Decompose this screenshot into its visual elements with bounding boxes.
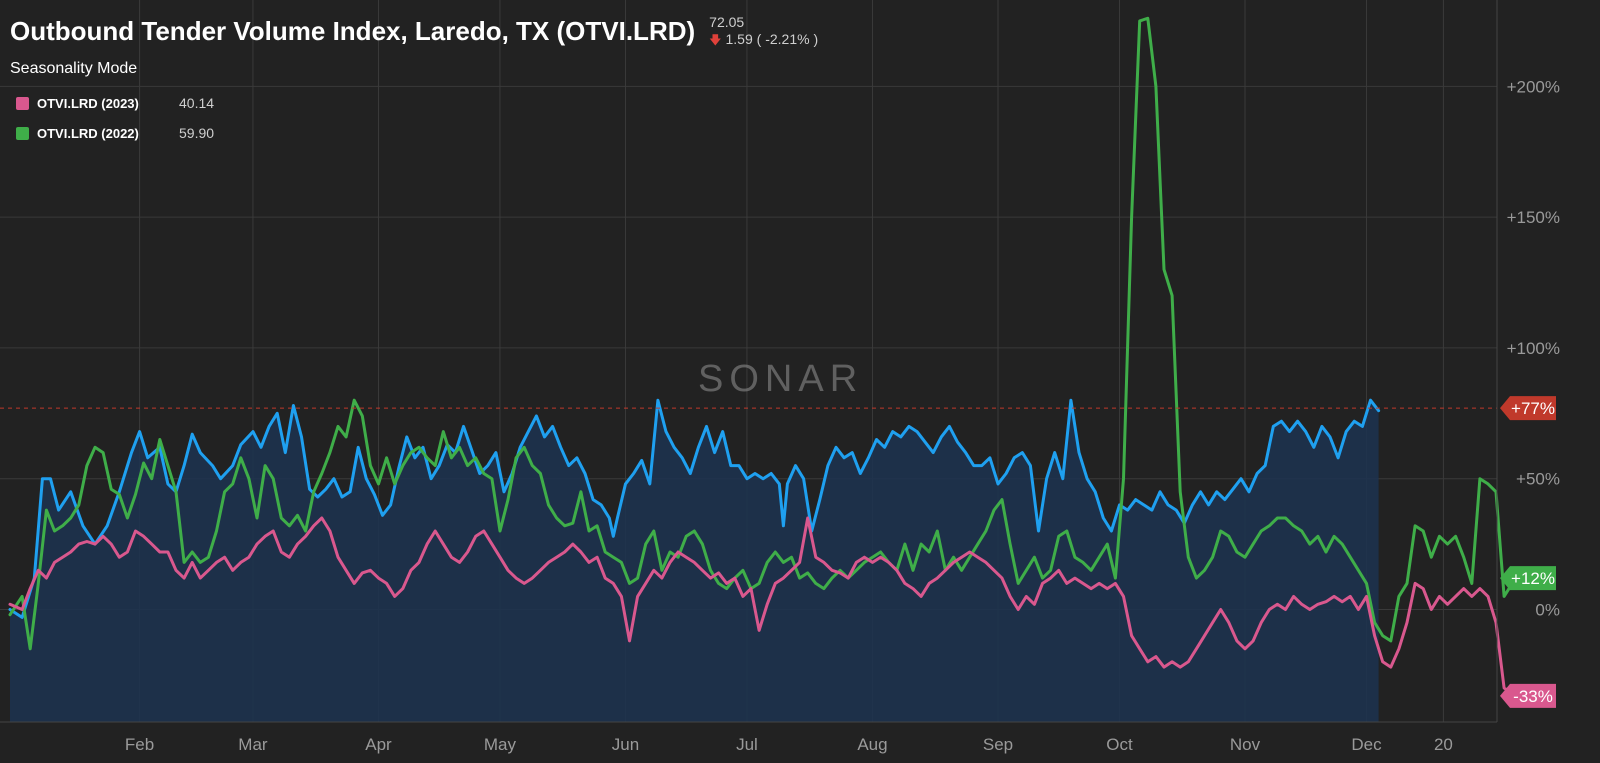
end-label-bg [1500,396,1556,421]
legend-value-2023: 40.14 [179,95,215,111]
quote-block: 72.05 🡇 1.59 ( -2.21% ) [709,14,818,49]
end-label-bg [1500,683,1556,708]
series-layer [8,16,1522,698]
end-label-tag: +77% [1500,396,1556,421]
legend-swatch-2023 [16,96,29,110]
series-line-2022 [8,16,1522,651]
y-tick-label: 0% [1535,601,1560,620]
x-tick-label: May [484,735,517,754]
end-label-tag: +12% [1500,566,1556,591]
change-row: 🡇 1.59 ( -2.21% ) [709,31,818,49]
end-label-text: -33% [1513,687,1553,706]
change-value: 1.59 [725,31,753,47]
series-line-current [8,398,1381,619]
legend-name-2022: OTVI.LRD (2022) [37,125,139,141]
legend-item-2022[interactable]: OTVI.LRD (2022) 59.90 [16,118,214,148]
change-percent: ( -2.21% ) [756,31,819,47]
y-tick-label: +200% [1507,77,1560,96]
x-tick-label: Jun [612,735,639,754]
mode-label: Seasonality Mode [10,60,138,77]
end-label-bg [1500,566,1556,591]
title-block: Outbound Tender Volume Index, Laredo, TX… [10,14,818,49]
y-tick-label: +150% [1507,208,1560,227]
legend-value-2022: 59.90 [179,125,215,141]
x-tick-label: Aug [857,735,887,754]
x-tick-label: 20 [1434,735,1453,754]
x-tick-label: Dec [1351,735,1382,754]
last-value: 72.05 [709,14,745,30]
legend: OTVI.LRD (2023) 40.14 OTVI.LRD (2022) 59… [16,88,214,148]
legend-name-2023: OTVI.LRD (2023) [37,95,139,111]
end-label-layer: +77% +12% -33% [1500,396,1556,708]
end-label-text: +12% [1511,569,1555,588]
x-tick-label: Sep [983,735,1013,754]
down-arrow-icon: 🡇 [709,33,722,47]
chart-title: Outbound Tender Volume Index, Laredo, TX… [10,16,696,46]
end-label-tag: -33% [1500,683,1556,708]
x-tick-label: Nov [1230,735,1261,754]
x-tick-label: Mar [238,735,268,754]
sonar-watermark: SONAR [698,358,864,400]
y-tick-label: +50% [1516,470,1560,489]
y-tick-label: +100% [1507,339,1560,358]
end-label-text: +77% [1511,399,1555,418]
x-tick-label: Jul [736,735,758,754]
legend-item-2023[interactable]: OTVI.LRD (2023) 40.14 [16,88,214,118]
x-tick-label: Apr [365,735,392,754]
x-tick-label: Feb [125,735,154,754]
series-line-2023 [8,516,1522,698]
legend-swatch-2022 [16,126,29,140]
x-tick-label: Oct [1106,735,1133,754]
axis-layer: 0% +50% +100% +150% +200% Feb Mar Apr May Jun Jul A… [0,0,1560,754]
